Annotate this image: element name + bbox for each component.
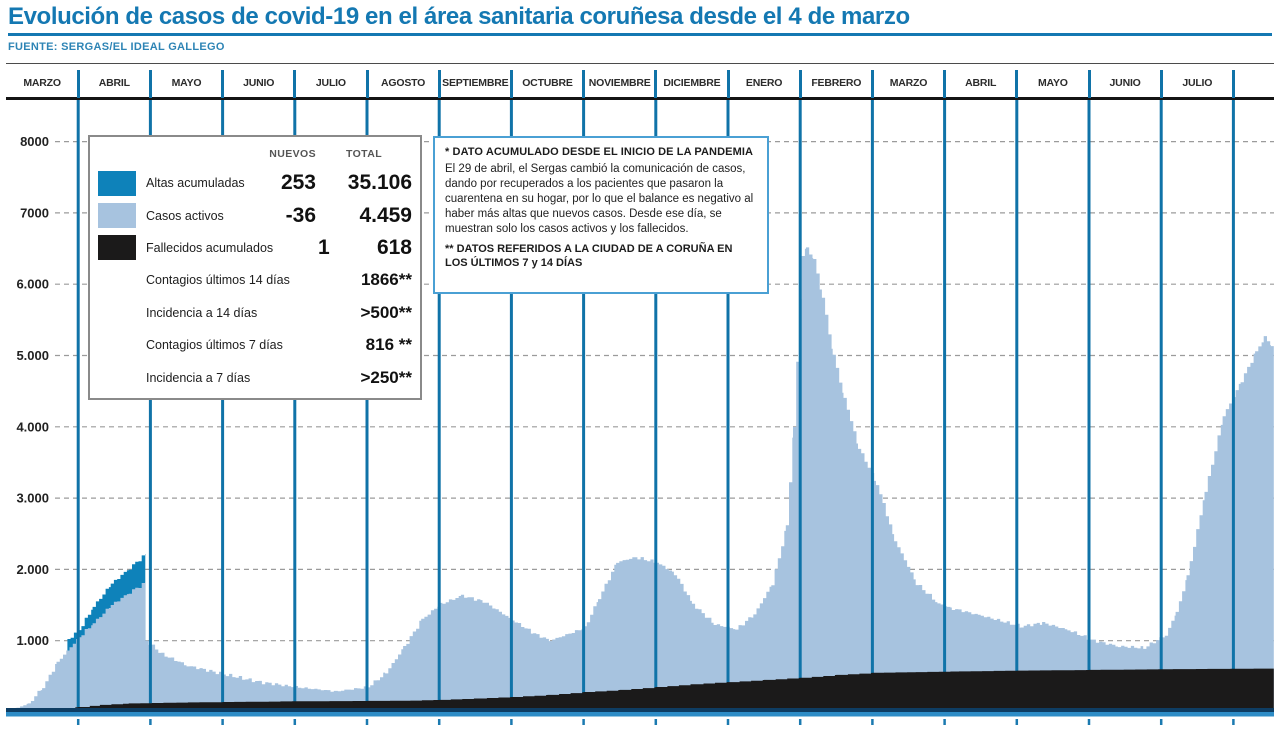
y-axis-label-6000: 6.000	[16, 277, 49, 292]
titlebar: Evolución de casos de covid-19 en el áre…	[8, 2, 1272, 32]
legend-header: NUEVOS TOTAL	[98, 141, 412, 167]
legend-value-total: 816 **	[365, 335, 412, 355]
area-casos-activos	[6, 247, 1274, 712]
month-header: MARZO ABRIL MAYO JUNIO JULIO AGOSTO SEPTIEMBRE…	[6, 63, 1274, 100]
legend-row: Incidencia a 7 días >250**	[98, 361, 412, 393]
month-label-3: MAYO	[171, 77, 202, 89]
month-label-7: SEPTIEMBRE	[442, 77, 509, 89]
source-line: FUENTE: SERGAS/EL IDEAL GALLEGO	[8, 41, 225, 53]
legend-row-label: Contagios últimos 7 días	[146, 338, 283, 353]
area-fallecidos-acumulados	[24, 668, 1274, 712]
month-label-2: ABRIL	[98, 77, 130, 89]
legend-chip-spacer	[98, 333, 136, 358]
month-label-12: FEBRERO	[811, 77, 862, 89]
month-separator-tick	[1159, 70, 1163, 98]
y-axis-label-1000: 1.000	[16, 633, 49, 648]
legend-col-nuevos: NUEVOS	[269, 148, 316, 160]
x-axis-line-light	[6, 712, 1274, 717]
legend-value-total: 618	[376, 235, 412, 259]
legend-row: Fallecidos acumulados 1 618	[98, 232, 412, 264]
month-label-6: AGOSTO	[381, 77, 426, 89]
month-separator-tick	[1087, 70, 1091, 98]
month-label-14: ABRIL	[965, 77, 997, 89]
legend-value-total: 35.106	[347, 171, 412, 195]
month-label-15: MAYO	[1038, 77, 1068, 89]
month-separator-tick	[582, 70, 586, 98]
legend-value-nuevos: 253	[280, 171, 316, 195]
y-axis-label-8000: 8000	[20, 134, 49, 149]
month-label-10: DICIEMBRE	[663, 77, 721, 89]
legend-chip-spacer	[98, 300, 136, 325]
month-separator-tick	[509, 70, 513, 98]
month-separator-tick	[726, 70, 730, 98]
legend-value-total: 1866**	[360, 270, 412, 290]
legend-row-label: Contagios últimos 14 días	[146, 273, 290, 288]
legend-rows: Altas acumuladas 253 35.106 Casos activos -3…	[98, 167, 412, 394]
month-label-11: ENERO	[745, 77, 783, 89]
legend-color-chip	[98, 170, 136, 196]
month-separator-tick	[798, 70, 802, 98]
legend-row: Incidencia a 14 días >500**	[98, 297, 412, 329]
legend-row: Casos activos -36 4.459	[98, 199, 412, 231]
legend-color-chip	[98, 203, 136, 229]
annotation-footnote: ** DATOS REFERIDOS A LA CIUDAD DE A CORU…	[445, 243, 733, 269]
month-label-17: JULIO	[1182, 77, 1213, 89]
month-label-9: NOVIEMBRE	[588, 77, 651, 89]
legend-value-total: >250**	[360, 367, 412, 387]
legend-value-total: >500**	[360, 302, 412, 322]
y-axis-label-5000: 5.000	[16, 348, 49, 363]
legend-row: Contagios últimos 14 días 1866**	[98, 264, 412, 296]
month-separator-tick	[943, 70, 947, 98]
month-label-1: MARZO	[23, 77, 61, 89]
legend-row-label: Incidencia a 14 días	[146, 305, 258, 320]
legend-chip-spacer	[98, 365, 136, 390]
month-separator-tick	[1015, 70, 1019, 98]
y-axis-label-2000: 2.000	[16, 562, 49, 577]
y-axis-label-3000: 3.000	[16, 491, 49, 506]
legend-box: NUEVOS TOTAL Altas acumuladas 253 35.106 Ca…	[88, 135, 422, 400]
month-label-8: OCTUBRE	[522, 77, 573, 89]
month-separator-tick	[221, 70, 225, 98]
month-separator-tick	[870, 70, 874, 98]
legend-row-label: Altas acumuladas	[146, 176, 245, 191]
annotation-body: El 29 de abril, el Sergas cambió la comu…	[445, 163, 754, 235]
legend-row-label: Incidencia a 7 días	[146, 370, 251, 385]
legend-value-nuevos: -36	[285, 203, 316, 227]
month-label-13: MARZO	[889, 77, 928, 89]
month-separator-tick	[654, 70, 658, 98]
annotation-box: * DATO ACUMULADO DESDE EL INICIO DE LA P…	[433, 136, 769, 294]
y-axis-label-7000: 7000	[20, 205, 49, 220]
legend-row-label: Fallecidos acumulados	[146, 240, 274, 255]
y-axis-label-4000: 4.000	[16, 419, 49, 434]
month-separator-tick	[437, 70, 441, 98]
legend-row-label: Casos activos	[146, 208, 224, 223]
page-title: Evolución de casos de covid-19 en el áre…	[8, 3, 910, 30]
month-separator-tick	[293, 70, 297, 98]
legend-col-total: TOTAL	[345, 148, 383, 160]
legend-value-nuevos: 1	[318, 235, 330, 259]
month-separator-tick	[365, 70, 369, 98]
month-label-5: JULIO	[315, 77, 346, 89]
month-label-4: JUNIO	[243, 77, 275, 89]
legend-row: Contagios últimos 7 días 816 **	[98, 329, 412, 361]
title-rule	[8, 33, 1272, 36]
legend-row: Altas acumuladas 253 35.106	[98, 167, 412, 199]
month-separator-tick	[1231, 70, 1235, 98]
x-axis-line-dark	[6, 708, 1274, 712]
annotation-title: * DATO ACUMULADO DESDE EL INICIO DE LA P…	[445, 146, 754, 158]
month-label-16: JUNIO	[1109, 77, 1141, 89]
month-separator-tick	[76, 70, 80, 98]
month-separator-tick	[148, 70, 152, 98]
legend-color-chip	[98, 235, 136, 261]
legend-value-total: 4.459	[359, 203, 412, 227]
legend-chip-spacer	[98, 268, 136, 293]
